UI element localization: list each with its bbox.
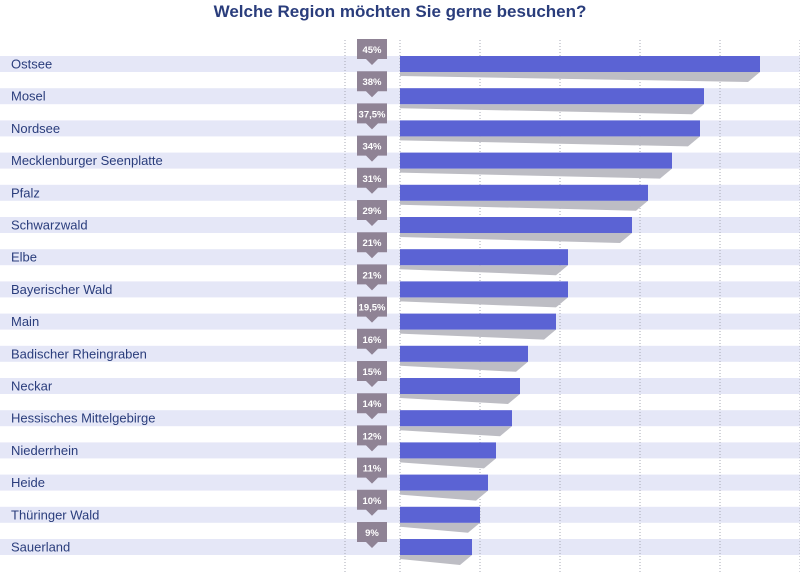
value-badge bbox=[357, 522, 387, 548]
bar bbox=[400, 539, 472, 555]
value-badge bbox=[357, 296, 387, 323]
bar-shadow bbox=[400, 297, 568, 308]
bar-shadow bbox=[400, 394, 520, 404]
category-label: Sauerland bbox=[11, 540, 70, 555]
value-label: 15% bbox=[362, 367, 382, 378]
bar-shadow bbox=[400, 265, 568, 276]
bar bbox=[400, 88, 704, 105]
bar bbox=[400, 56, 760, 72]
bar-shadow bbox=[400, 426, 512, 437]
category-label: Thüringer Wald bbox=[11, 507, 99, 522]
category-label: Badischer Rheingraben bbox=[11, 346, 147, 361]
bar bbox=[400, 506, 480, 523]
category-label: Heide bbox=[11, 475, 45, 490]
category-label: Mosel bbox=[11, 89, 46, 104]
bar bbox=[400, 345, 528, 362]
bar-shadow bbox=[400, 522, 480, 533]
bar-shadow bbox=[400, 136, 700, 147]
bar-shadow bbox=[400, 233, 632, 243]
category-label: Main bbox=[11, 314, 39, 329]
bar bbox=[400, 152, 672, 169]
category-label: Pfalz bbox=[11, 185, 40, 200]
value-label: 11% bbox=[363, 464, 382, 475]
value-badge bbox=[357, 103, 387, 130]
value-label: 19,5% bbox=[359, 303, 386, 314]
value-badge bbox=[357, 457, 387, 484]
bar-shadow bbox=[400, 168, 672, 179]
category-label: Ostsee bbox=[11, 57, 52, 72]
value-badge bbox=[357, 489, 387, 516]
value-badge bbox=[357, 361, 387, 387]
value-label: 38% bbox=[362, 77, 382, 88]
value-label: 14% bbox=[362, 399, 382, 410]
bar bbox=[400, 410, 512, 427]
category-label: Mecklenburger Seenplatte bbox=[11, 153, 163, 168]
value-label: 16% bbox=[362, 335, 382, 346]
value-label: 34% bbox=[362, 142, 382, 153]
value-label: 12% bbox=[362, 431, 382, 442]
value-badge bbox=[357, 200, 387, 226]
value-label: 31% bbox=[362, 174, 382, 185]
value-label: 21% bbox=[362, 270, 382, 281]
bar bbox=[400, 249, 568, 266]
value-label: 21% bbox=[362, 238, 382, 249]
bar-shadow bbox=[400, 200, 648, 211]
category-label: Elbe bbox=[11, 250, 37, 265]
category-label: Hessisches Mittelgebirge bbox=[11, 411, 156, 426]
value-badge bbox=[357, 328, 387, 355]
bar bbox=[400, 281, 568, 298]
value-label: 37,5% bbox=[359, 109, 386, 120]
value-label: 29% bbox=[362, 206, 382, 217]
bar-shadow bbox=[400, 555, 472, 565]
bar-shadow bbox=[400, 72, 760, 82]
value-label: 10% bbox=[362, 496, 382, 507]
value-badge bbox=[357, 39, 387, 65]
value-label: 9% bbox=[365, 528, 379, 539]
category-label: Bayerischer Wald bbox=[11, 282, 112, 297]
bar-shadow bbox=[400, 361, 528, 372]
bar-shadow bbox=[400, 104, 704, 115]
bar bbox=[400, 378, 520, 394]
bar bbox=[400, 184, 648, 201]
value-badge bbox=[357, 425, 387, 452]
bar bbox=[400, 442, 496, 459]
value-badge bbox=[357, 264, 387, 291]
category-label: Schwarzwald bbox=[11, 218, 88, 233]
category-label: Neckar bbox=[11, 379, 53, 394]
bar bbox=[400, 313, 556, 330]
bar-shadow bbox=[400, 458, 496, 469]
value-badge bbox=[357, 71, 387, 98]
value-label: 45% bbox=[362, 45, 382, 56]
category-label: Niederrhein bbox=[11, 443, 78, 458]
category-label: Nordsee bbox=[11, 121, 60, 136]
value-badge bbox=[357, 135, 387, 162]
bar-shadow bbox=[400, 329, 556, 340]
value-badge bbox=[357, 167, 387, 194]
chart-title: Welche Region möchten Sie gerne besuchen… bbox=[213, 2, 587, 21]
value-badge bbox=[357, 393, 387, 420]
bar bbox=[400, 120, 700, 137]
value-badge bbox=[357, 232, 387, 259]
bar-shadow bbox=[400, 490, 488, 501]
bar bbox=[400, 474, 488, 491]
bar bbox=[400, 217, 632, 233]
